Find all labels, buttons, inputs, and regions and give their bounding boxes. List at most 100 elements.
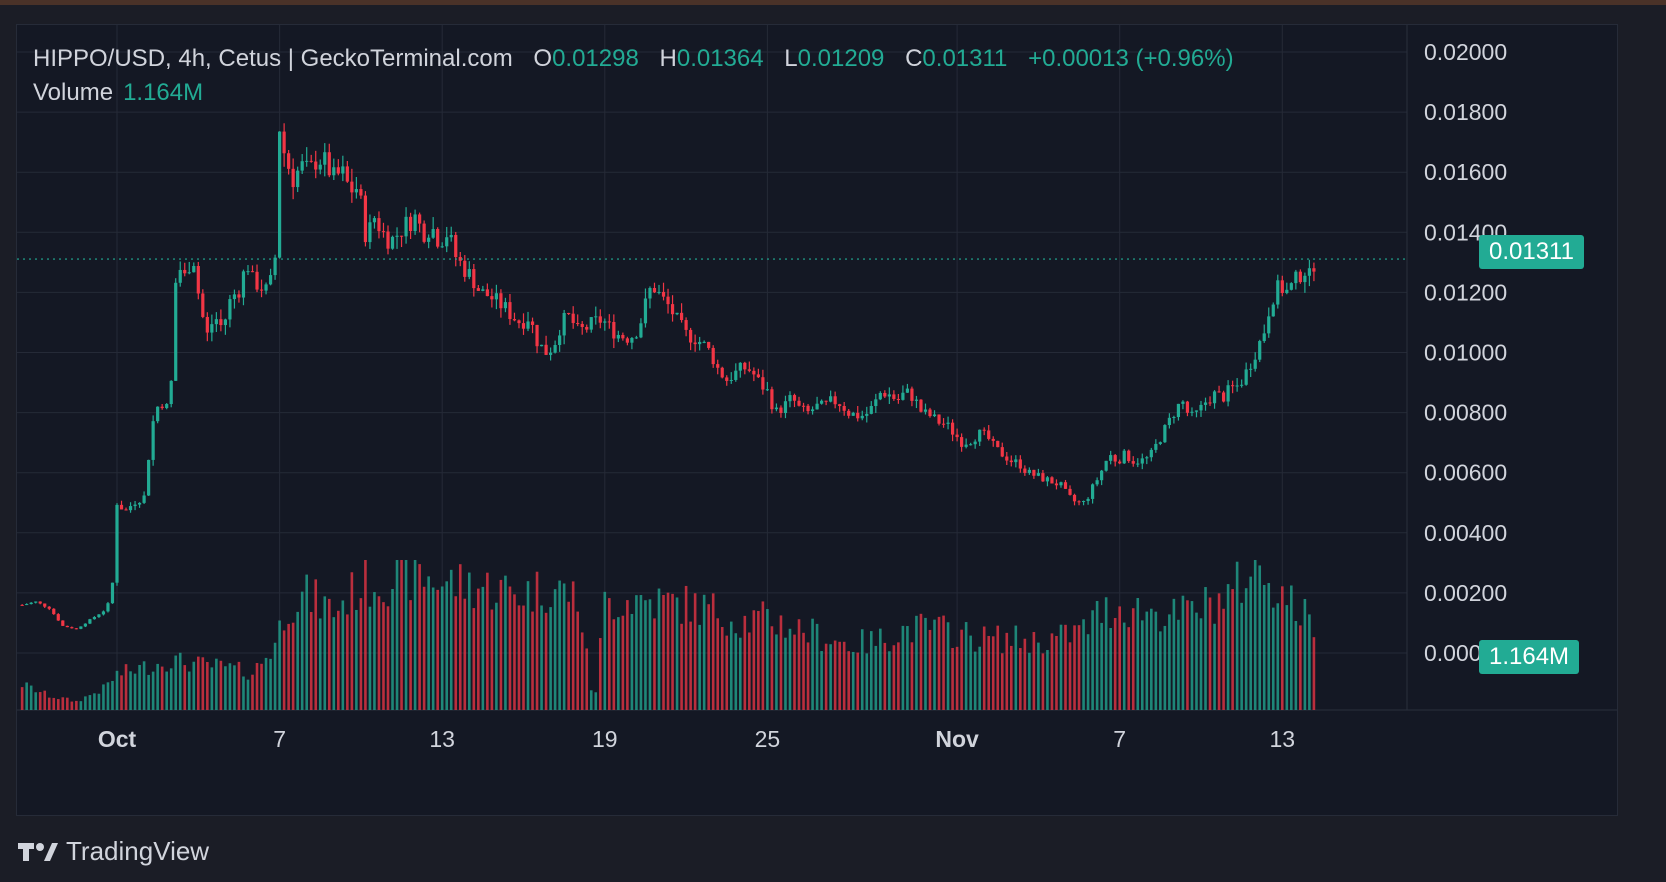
- volume-bar: [373, 592, 376, 710]
- candle-body: [341, 166, 345, 174]
- candle-body: [892, 394, 896, 399]
- volume-bar: [589, 690, 593, 710]
- candle-body: [381, 231, 386, 233]
- candle-body: [1294, 271, 1298, 284]
- candle-body: [300, 161, 304, 171]
- symbol-label[interactable]: HIPPO/USD, 4h, Cetus | GeckoTerminal.com: [33, 45, 513, 72]
- candle-body: [25, 604, 29, 606]
- volume-bar: [47, 697, 51, 710]
- candle-body: [246, 271, 250, 273]
- candle-body: [1221, 392, 1226, 402]
- candle-body: [20, 604, 24, 606]
- candle-body: [368, 222, 372, 243]
- candle-body: [404, 216, 408, 237]
- x-tick-label: Oct: [98, 726, 137, 752]
- volume-bar: [1168, 614, 1171, 710]
- candle-body: [598, 316, 602, 323]
- candle-body: [128, 506, 133, 511]
- volume-label[interactable]: Volume: [33, 79, 114, 106]
- volume-bar: [93, 693, 96, 710]
- candle-body: [418, 214, 422, 224]
- candle-body: [878, 392, 882, 400]
- volume-bar: [666, 592, 670, 710]
- low-label: L: [784, 45, 798, 72]
- candle-body: [101, 611, 106, 615]
- candle-body: [178, 269, 182, 283]
- candle-body: [603, 321, 607, 323]
- volume-bar: [522, 605, 525, 710]
- candle-body: [607, 321, 611, 323]
- candle-body: [327, 152, 331, 176]
- volume-bar: [332, 617, 336, 710]
- y-tick-label: 0.01600: [1424, 159, 1507, 185]
- candle-body: [720, 367, 724, 378]
- candlestick-chart[interactable]: 0.020000.018000.016000.014000.012000.010…: [17, 25, 1617, 815]
- volume-bar: [102, 684, 105, 710]
- volume-bar: [576, 611, 579, 710]
- candle-body: [291, 168, 295, 188]
- candle-body: [684, 320, 688, 330]
- chart-panel[interactable]: 0.02000 0.01800 0.01600 0.01400 0.01200 0.010…: [16, 24, 1618, 816]
- volume-bar: [486, 572, 489, 710]
- volume-bar: [251, 674, 254, 710]
- candle-body: [544, 344, 548, 355]
- last-price-badge: 0.01311: [1479, 235, 1584, 269]
- volume-bar: [61, 697, 65, 710]
- y-tick-label: 0.02000: [1424, 39, 1507, 65]
- volume-bar: [309, 611, 313, 710]
- candle-body: [1249, 368, 1253, 370]
- volume-bar: [355, 609, 358, 710]
- volume-bar: [1208, 597, 1212, 710]
- volume-bar: [382, 602, 385, 710]
- volume-bar: [775, 634, 778, 710]
- volume-bar: [66, 697, 69, 710]
- volume-bar: [630, 613, 634, 710]
- candle-body: [395, 235, 399, 237]
- volume-bar: [52, 697, 56, 710]
- candle-body: [142, 495, 146, 503]
- footer[interactable]: TradingView: [18, 836, 209, 867]
- volume-bar: [883, 642, 887, 710]
- volume-bar: [540, 605, 543, 710]
- candle-body: [61, 620, 65, 626]
- candle-body: [377, 218, 381, 232]
- candle-body: [698, 341, 702, 345]
- volume-bar: [445, 581, 449, 710]
- candle-body: [625, 338, 629, 343]
- candle-body: [1068, 488, 1072, 495]
- candle-body: [549, 352, 553, 355]
- candle-body: [670, 304, 675, 315]
- volume-bar: [472, 608, 476, 710]
- volume-bar: [553, 589, 557, 710]
- y-tick-label: 0.00200: [1424, 580, 1507, 606]
- open-label: O: [533, 45, 553, 72]
- candle-body: [1014, 459, 1018, 463]
- candle-body: [205, 316, 209, 333]
- candle-body: [1167, 417, 1171, 426]
- candle-body: [201, 293, 205, 317]
- candle-body: [761, 377, 765, 390]
- volume-bar: [404, 560, 408, 710]
- candle-body: [476, 288, 480, 291]
- candle-body: [463, 260, 467, 277]
- volume-bar: [720, 627, 724, 710]
- candle-body: [467, 269, 471, 277]
- volume-bar: [273, 642, 277, 710]
- candle-body: [1253, 359, 1257, 369]
- candle-body: [824, 400, 828, 402]
- volume-bar: [888, 651, 891, 710]
- candle-body: [119, 504, 124, 510]
- candle-body: [332, 167, 336, 176]
- volume-bar: [906, 626, 909, 710]
- volume-bar: [639, 595, 643, 710]
- candle-body: [1176, 403, 1181, 418]
- candle-body: [1009, 460, 1013, 463]
- volume-bar: [585, 648, 589, 710]
- volume-bar: [1181, 595, 1185, 710]
- volume-bar: [337, 610, 340, 710]
- candle-body: [657, 291, 661, 293]
- candle-body: [56, 614, 60, 621]
- volume-bar: [1235, 561, 1239, 710]
- volume-bar: [915, 615, 918, 710]
- candle-body: [232, 294, 237, 300]
